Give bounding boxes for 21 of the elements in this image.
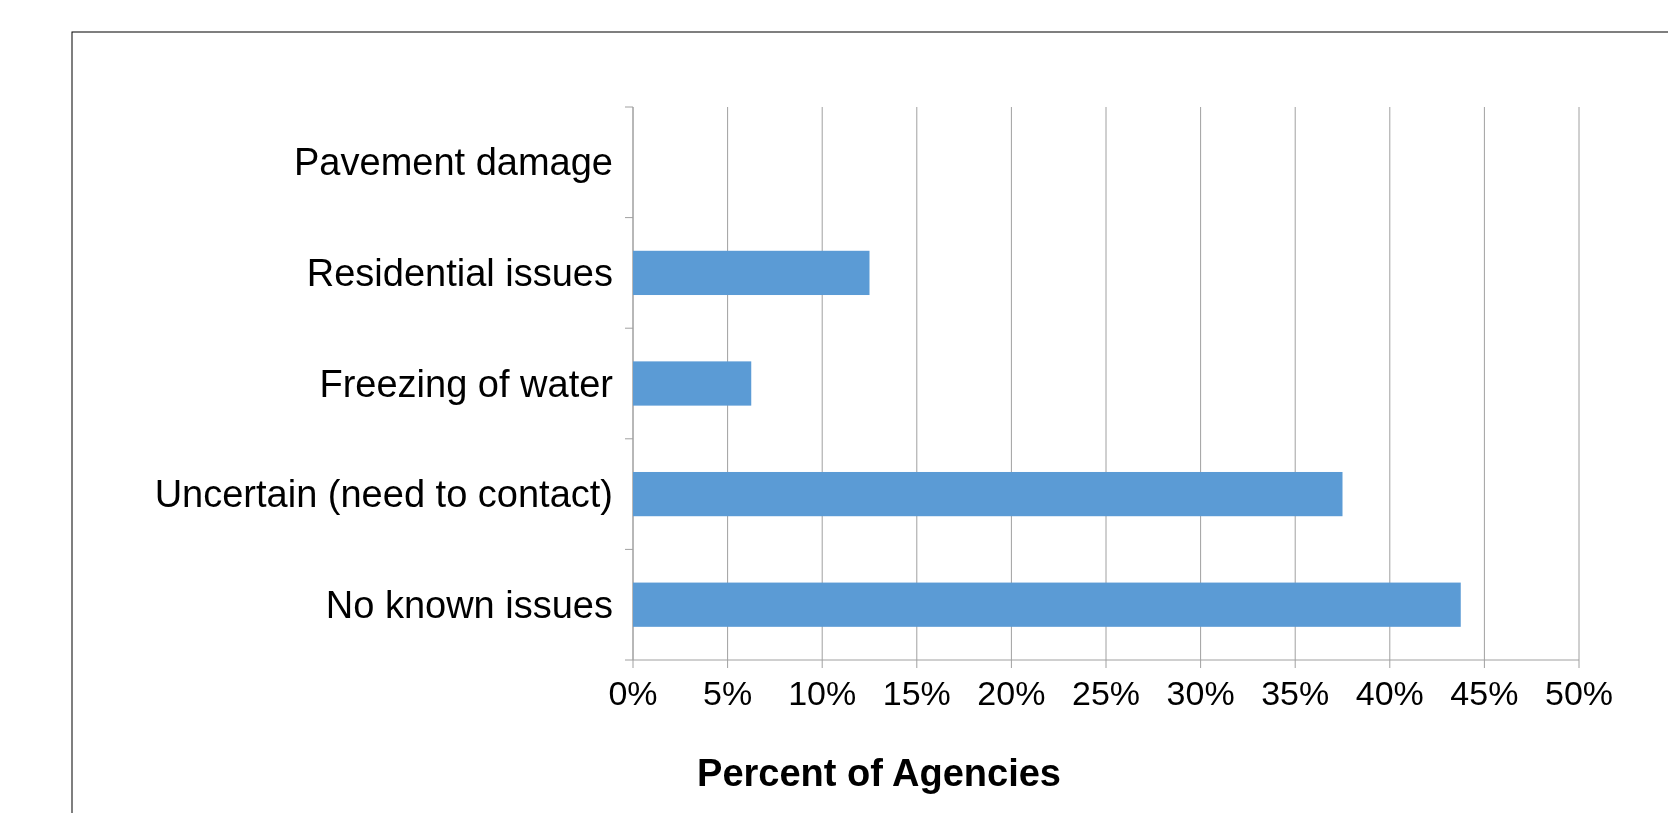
x-tick-label: 20%: [977, 674, 1046, 712]
y-tick-label: Uncertain (need to contact): [154, 473, 613, 516]
x-tick-label: 10%: [788, 674, 857, 712]
bar: [633, 582, 1461, 627]
bar: [633, 250, 870, 296]
x-tick-label: 40%: [1355, 674, 1424, 712]
x-tick-label: 15%: [882, 674, 951, 712]
y-tick-label: Pavement damage: [294, 141, 613, 184]
x-tick-label: 45%: [1450, 674, 1519, 712]
y-tick-label: Freezing of water: [319, 362, 614, 405]
x-tick-label: 5%: [703, 674, 753, 712]
x-tick-label: 35%: [1261, 674, 1330, 712]
y-tick-label: No known issues: [325, 583, 613, 626]
bar: [633, 471, 1343, 517]
x-tick-label: 30%: [1166, 674, 1235, 712]
x-axis-title: Percent of Agencies: [697, 752, 1061, 794]
bar: [633, 361, 752, 406]
x-tick-label: 25%: [1071, 674, 1141, 712]
x-tick-label: 0%: [608, 674, 658, 712]
y-tick-label: Residential issues: [306, 251, 613, 294]
x-tick-label: 50%: [1544, 674, 1614, 712]
